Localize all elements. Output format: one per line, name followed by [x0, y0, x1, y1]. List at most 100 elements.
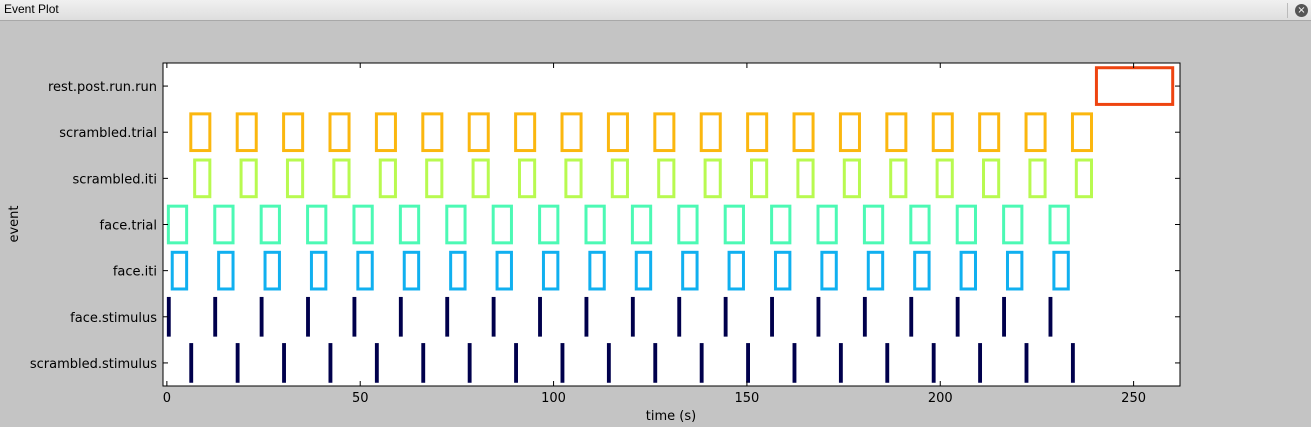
event-box	[1074, 158, 1093, 199]
event-box	[1002, 204, 1024, 245]
event-bar	[955, 296, 960, 337]
event-box	[792, 112, 815, 153]
event-box	[1052, 250, 1070, 291]
plot-area	[163, 63, 1180, 386]
event-bar	[630, 296, 635, 337]
event-box	[657, 158, 676, 199]
y-axis: rest.post.run.run scrambled.trial scramble…	[30, 80, 1180, 372]
event-box	[189, 112, 212, 153]
event-bar	[885, 343, 890, 383]
event-box	[842, 158, 861, 199]
event-box	[889, 158, 908, 199]
event-box	[217, 250, 235, 291]
event-box	[445, 204, 467, 245]
event-box	[588, 250, 606, 291]
event-box	[166, 204, 189, 245]
close-icon[interactable]: ×	[1295, 4, 1308, 17]
y-axis-label: event	[7, 205, 22, 242]
event-box	[356, 250, 374, 291]
event-box	[634, 250, 653, 291]
y-tick-label: rest.post.run.run	[48, 80, 157, 95]
event-bar	[606, 343, 611, 383]
event-box	[564, 158, 583, 199]
event-bar	[235, 343, 240, 383]
event-bar	[421, 343, 426, 383]
event-box	[982, 158, 1001, 199]
event-box	[653, 112, 676, 153]
event-box	[838, 112, 861, 153]
event-box	[374, 112, 397, 153]
event-box	[560, 112, 583, 153]
event-bar	[189, 343, 194, 383]
event-box	[239, 158, 258, 199]
event-box	[816, 204, 838, 245]
event-box	[421, 112, 444, 153]
event-plot-chart: rest.post.run.run scrambled.trial scramble…	[7, 62, 1181, 424]
y-tick-label: face.stimulus	[70, 311, 157, 326]
event-box	[703, 158, 722, 199]
event-box	[746, 112, 769, 153]
event-bar	[166, 296, 171, 337]
y-tick-label: scrambled.stimulus	[30, 357, 157, 372]
event-box	[352, 204, 374, 245]
x-tick-label: 250	[1121, 391, 1146, 406]
x-axis: 0 50 100 150 200 250	[163, 63, 1146, 406]
event-bar	[909, 296, 914, 337]
event-box	[425, 158, 444, 199]
event-bar	[445, 296, 450, 337]
event-bar	[723, 296, 728, 337]
event-box	[328, 112, 351, 153]
event-bar	[699, 343, 704, 383]
x-tick-label: 50	[352, 391, 369, 406]
event-box	[770, 204, 792, 245]
event-box	[681, 250, 699, 291]
event-box	[727, 250, 745, 291]
event-bar	[862, 296, 867, 337]
event-bar	[1070, 343, 1075, 383]
y-tick-label: face.trial	[100, 219, 157, 234]
event-bar	[1024, 343, 1029, 383]
event-bar	[328, 343, 333, 383]
event-box	[909, 204, 931, 245]
event-box	[699, 112, 722, 153]
event-box	[193, 158, 212, 199]
event-box	[282, 112, 305, 153]
event-bar	[491, 296, 496, 337]
event-box	[517, 158, 537, 199]
window-titlebar: Event Plot ×	[0, 0, 1311, 21]
event-bar	[306, 296, 310, 337]
event-bar	[514, 343, 518, 383]
event-box	[467, 112, 490, 153]
event-bar	[560, 343, 565, 383]
y-tick-label: scrambled.trial	[59, 126, 157, 141]
event-bar	[213, 296, 218, 337]
event-bar	[746, 343, 750, 383]
event-box	[449, 250, 467, 291]
event-bar	[584, 296, 589, 337]
x-tick-label: 100	[541, 391, 566, 406]
event-bar	[677, 296, 682, 337]
event-box	[955, 204, 977, 245]
event-box	[931, 112, 954, 153]
event-box	[1005, 250, 1024, 291]
x-tick-label: 0	[163, 391, 171, 406]
event-bar	[374, 343, 379, 383]
x-axis-label: time (s)	[646, 409, 696, 424]
event-bar	[931, 343, 936, 383]
event-box	[491, 204, 513, 245]
titlebar-divider	[1287, 3, 1288, 18]
event-box	[170, 250, 189, 291]
event-bar	[538, 296, 542, 337]
event-box	[1028, 158, 1047, 199]
event-bar	[352, 296, 357, 337]
event-bar	[653, 343, 658, 383]
event-box	[610, 158, 629, 199]
event-box	[213, 204, 235, 245]
event-bar	[282, 343, 286, 383]
event-box	[773, 250, 792, 291]
event-box	[538, 204, 560, 245]
event-bar	[467, 343, 472, 383]
event-box	[866, 250, 885, 291]
event-marks	[166, 66, 1175, 383]
event-box	[862, 204, 885, 245]
